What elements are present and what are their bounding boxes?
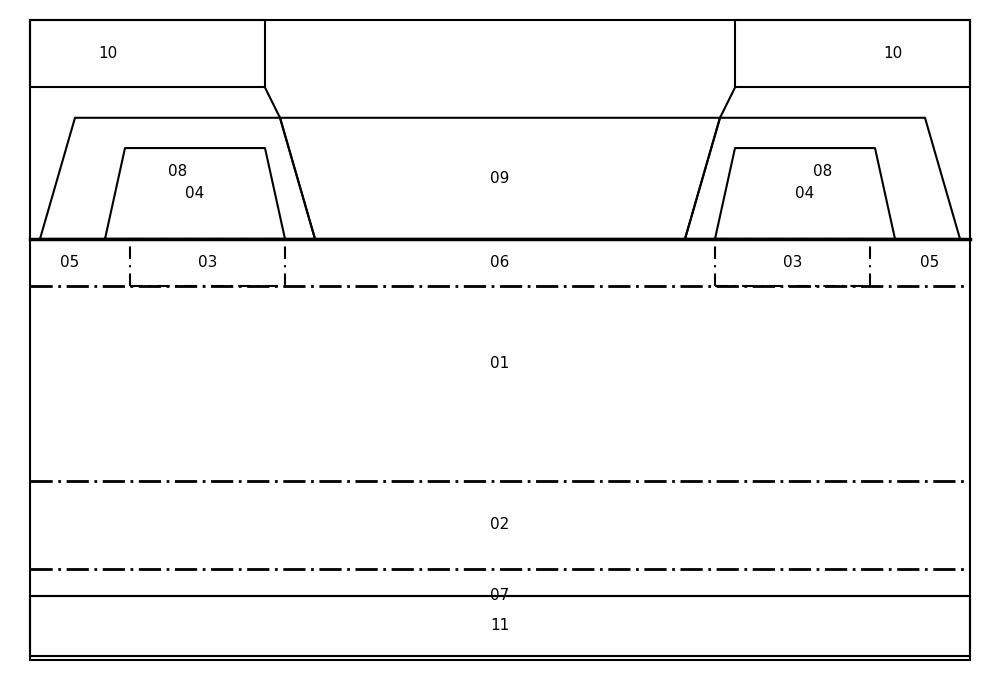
Text: 08: 08	[813, 164, 832, 179]
Bar	[735, 20, 970, 87]
Text: 10: 10	[98, 46, 117, 61]
Text: 08: 08	[168, 164, 187, 179]
Text: 03: 03	[783, 255, 802, 270]
Text: 02: 02	[490, 518, 510, 532]
Text: 11: 11	[490, 618, 510, 633]
Bar	[30, 20, 265, 87]
Text: 05: 05	[60, 255, 80, 270]
Text: 04: 04	[795, 186, 815, 201]
Text: 05: 05	[920, 255, 940, 270]
Text: 06: 06	[490, 255, 510, 270]
Text: 01: 01	[490, 356, 510, 371]
Text: 07: 07	[490, 588, 510, 603]
Bar	[30, 596, 970, 656]
Text: 09: 09	[490, 171, 510, 186]
Text: 04: 04	[185, 186, 205, 201]
Text: 10: 10	[883, 46, 902, 61]
Text: 03: 03	[198, 255, 217, 270]
